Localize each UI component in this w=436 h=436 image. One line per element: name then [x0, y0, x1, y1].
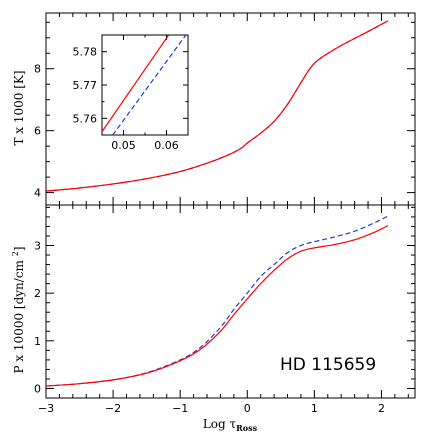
inset-xtick-label: 0.05 — [111, 139, 136, 152]
top-ytick-label: 8 — [34, 63, 41, 76]
inset-background — [102, 35, 188, 135]
bottom-ytick-label: 3 — [34, 240, 41, 253]
bottom-xtick-label: 2 — [378, 402, 385, 415]
top-series-dashed-line — [46, 20, 389, 192]
inset-series-dashed-line — [112, 35, 187, 135]
bottom-ytick-label: 2 — [34, 287, 41, 300]
bottom-frame — [45, 204, 416, 399]
bottom-ytick-label: 0 — [34, 382, 41, 395]
bottom-xtick-label: 1 — [311, 402, 318, 415]
inset-xtick-label: 0.06 — [154, 139, 179, 152]
bottom-xtick-label: −1 — [172, 402, 188, 415]
bottom-xtick-label: −2 — [105, 402, 121, 415]
bottom-xtick-label: −3 — [38, 402, 54, 415]
top-ylabel: T x 1000 [K] — [12, 70, 26, 145]
top-series-solid-line — [46, 20, 389, 192]
bottom-ytick-label: 1 — [34, 335, 41, 348]
bottom-series-solid-line — [46, 224, 389, 387]
temperature-panel: 4 6 8 — [34, 12, 416, 206]
bottom-ylabel: P x 10000 [dyn/cm 2] — [11, 246, 26, 373]
inset-series-solid-line — [102, 35, 170, 133]
bottom-ylabel-main: P x 10000 [dyn/cm — [12, 259, 26, 373]
top-frame — [45, 12, 416, 206]
inset-ytick-label: 5.76 — [73, 112, 98, 125]
inset-ytick-label: 5.78 — [73, 46, 98, 59]
x-axis-label: Log τRoss — [203, 417, 258, 433]
pressure-panel: −3 −2 −1 0 1 2 0 1 2 3 — [34, 204, 416, 415]
temperature-inset-panel: 0.05 0.06 5.76 5.77 5.78 — [73, 34, 189, 152]
inset-ytick-label: 5.77 — [73, 79, 98, 92]
star-name-annotation: HD 115659 — [280, 355, 376, 375]
top-ytick-label: 4 — [34, 187, 41, 200]
bottom-xtick-label: 0 — [244, 402, 251, 415]
top-ytick-label: 6 — [34, 125, 41, 138]
